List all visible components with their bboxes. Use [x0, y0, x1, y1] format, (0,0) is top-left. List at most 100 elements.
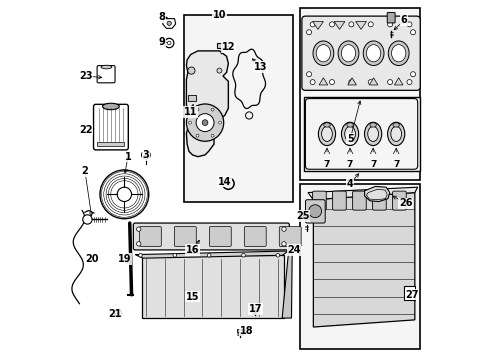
Text: 14: 14 — [218, 177, 231, 187]
FancyBboxPatch shape — [142, 255, 284, 318]
Circle shape — [367, 22, 372, 27]
Circle shape — [187, 67, 195, 74]
Circle shape — [211, 134, 214, 137]
Ellipse shape — [323, 123, 329, 127]
FancyBboxPatch shape — [312, 191, 325, 210]
Circle shape — [367, 80, 372, 85]
Ellipse shape — [341, 45, 355, 62]
Ellipse shape — [312, 41, 333, 66]
FancyBboxPatch shape — [93, 104, 128, 150]
Ellipse shape — [321, 126, 332, 141]
Circle shape — [387, 80, 392, 85]
Ellipse shape — [101, 65, 112, 69]
Circle shape — [348, 80, 353, 85]
Ellipse shape — [316, 45, 330, 62]
Polygon shape — [319, 78, 327, 85]
Text: 25: 25 — [296, 211, 309, 221]
Circle shape — [164, 39, 174, 48]
Bar — [300, 184, 419, 348]
Ellipse shape — [363, 41, 383, 66]
FancyBboxPatch shape — [251, 307, 257, 311]
Circle shape — [406, 80, 411, 85]
Circle shape — [211, 108, 214, 111]
Circle shape — [186, 104, 223, 141]
Circle shape — [82, 215, 92, 224]
Circle shape — [309, 80, 314, 85]
FancyBboxPatch shape — [174, 226, 196, 246]
FancyBboxPatch shape — [386, 13, 394, 23]
Text: 24: 24 — [286, 245, 300, 255]
FancyBboxPatch shape — [304, 212, 308, 219]
Circle shape — [348, 22, 353, 27]
Polygon shape — [355, 22, 366, 30]
Circle shape — [196, 114, 214, 132]
Circle shape — [136, 227, 141, 231]
Circle shape — [281, 242, 285, 246]
Bar — [303, 97, 419, 171]
Text: 6: 6 — [400, 15, 407, 26]
Ellipse shape — [346, 123, 352, 127]
Circle shape — [100, 170, 148, 219]
Polygon shape — [312, 22, 323, 30]
FancyBboxPatch shape — [237, 329, 243, 332]
Polygon shape — [282, 251, 292, 318]
Circle shape — [410, 72, 415, 77]
Circle shape — [306, 72, 311, 77]
Polygon shape — [186, 51, 228, 157]
FancyBboxPatch shape — [209, 226, 231, 246]
Ellipse shape — [102, 103, 119, 110]
Text: 22: 22 — [79, 125, 93, 135]
Text: 26: 26 — [398, 198, 412, 208]
Text: 5: 5 — [346, 134, 353, 144]
FancyBboxPatch shape — [372, 191, 386, 210]
Polygon shape — [135, 251, 288, 258]
Ellipse shape — [337, 41, 358, 66]
Circle shape — [241, 253, 245, 257]
Polygon shape — [394, 78, 402, 85]
Ellipse shape — [387, 41, 408, 66]
FancyBboxPatch shape — [305, 200, 325, 223]
Ellipse shape — [369, 123, 376, 127]
Text: 21: 21 — [108, 310, 122, 319]
Ellipse shape — [344, 126, 355, 141]
Circle shape — [207, 253, 210, 257]
Text: 16: 16 — [185, 245, 199, 255]
Polygon shape — [347, 78, 356, 85]
FancyBboxPatch shape — [404, 286, 414, 300]
FancyBboxPatch shape — [279, 226, 301, 246]
Bar — [183, 15, 292, 202]
Circle shape — [276, 253, 279, 257]
Circle shape — [136, 242, 141, 246]
Text: 7: 7 — [346, 160, 352, 169]
Ellipse shape — [364, 122, 381, 145]
Text: 20: 20 — [85, 254, 99, 264]
Text: 11: 11 — [183, 107, 197, 117]
Circle shape — [173, 253, 176, 257]
Text: 7: 7 — [323, 160, 329, 169]
Circle shape — [308, 205, 321, 218]
Polygon shape — [313, 193, 414, 327]
Circle shape — [406, 22, 411, 27]
Text: 7: 7 — [369, 160, 376, 169]
Circle shape — [202, 120, 207, 126]
Polygon shape — [307, 187, 417, 200]
Polygon shape — [364, 186, 389, 202]
Text: 13: 13 — [253, 62, 267, 72]
Text: 23: 23 — [79, 71, 93, 81]
FancyBboxPatch shape — [139, 226, 161, 246]
Circle shape — [167, 21, 171, 26]
Ellipse shape — [392, 123, 399, 127]
Text: 17: 17 — [248, 304, 262, 314]
FancyBboxPatch shape — [187, 95, 195, 101]
Circle shape — [410, 30, 415, 35]
FancyBboxPatch shape — [97, 142, 124, 146]
Circle shape — [188, 121, 191, 124]
Circle shape — [217, 68, 222, 73]
Polygon shape — [163, 19, 175, 28]
Polygon shape — [368, 78, 377, 85]
Ellipse shape — [366, 45, 380, 62]
Circle shape — [196, 134, 199, 137]
FancyBboxPatch shape — [332, 191, 346, 210]
Text: 19: 19 — [118, 254, 131, 264]
Circle shape — [218, 121, 221, 124]
